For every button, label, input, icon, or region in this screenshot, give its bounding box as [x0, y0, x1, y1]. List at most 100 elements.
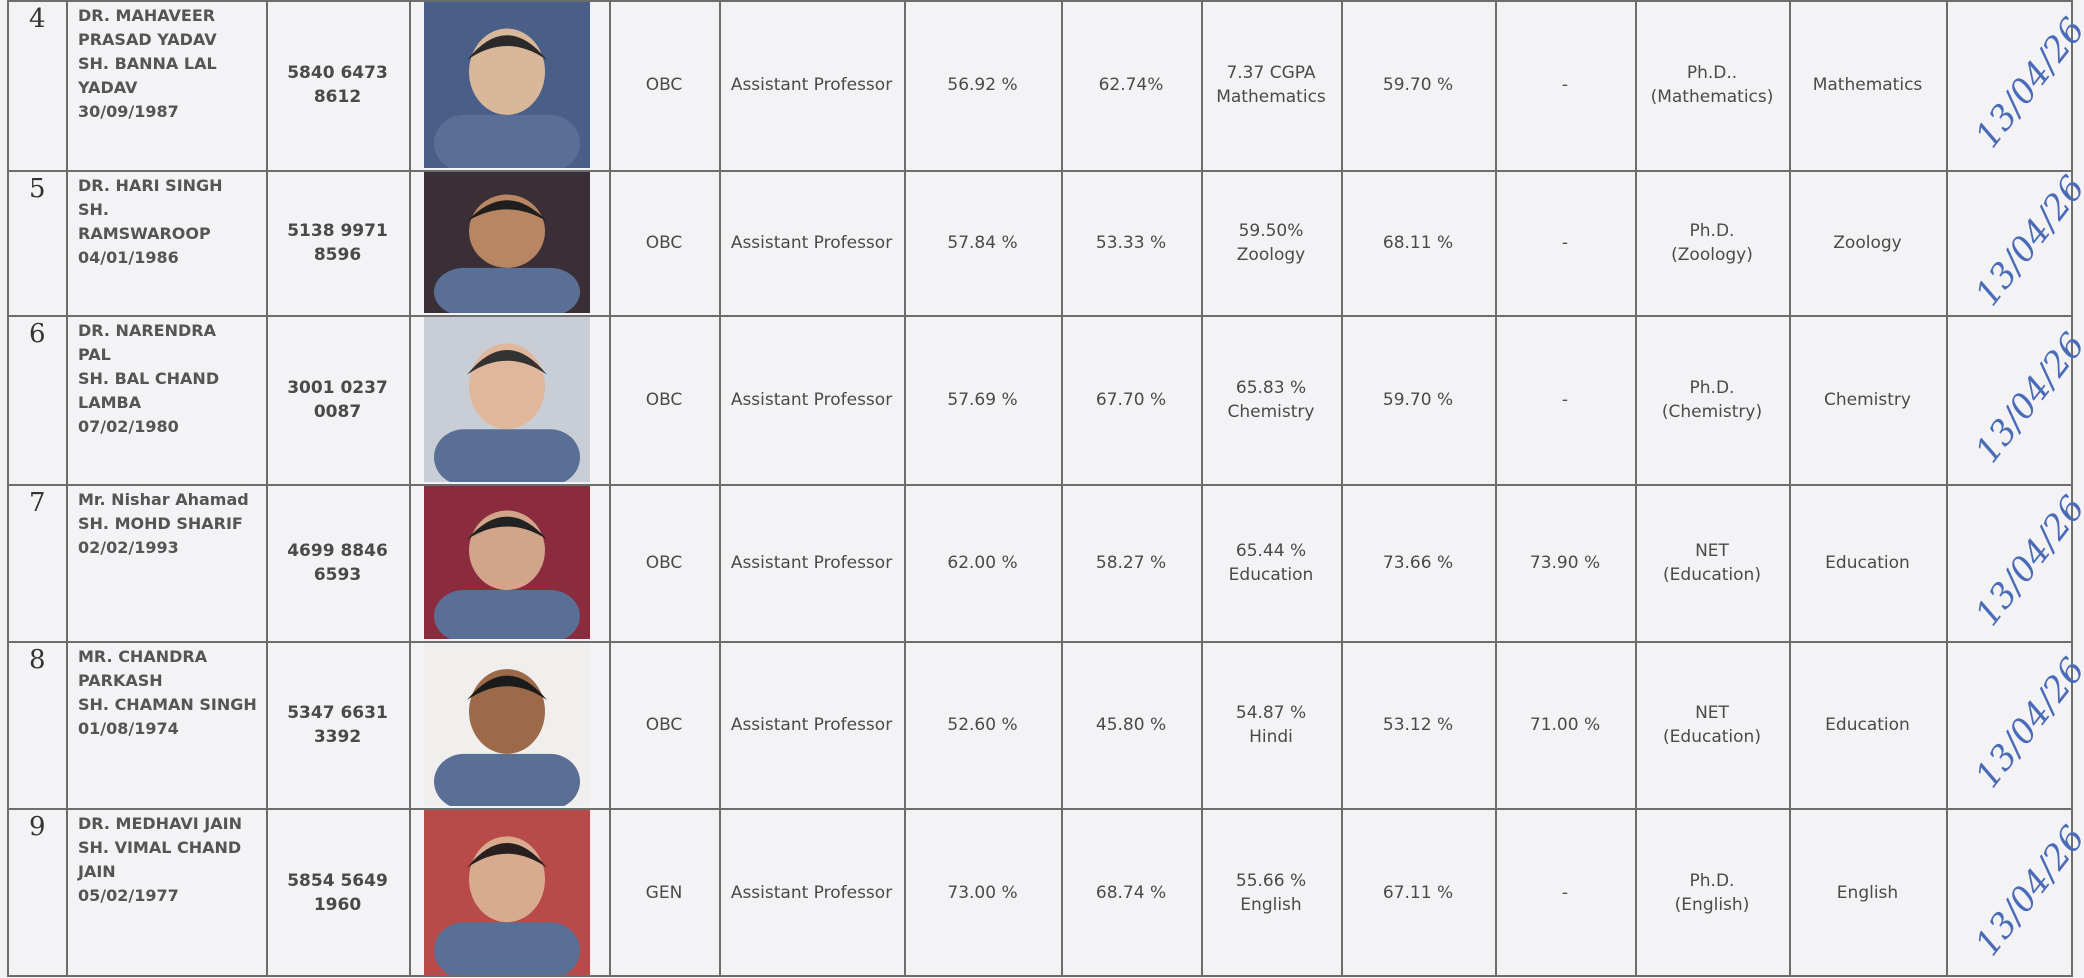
serial-number: 9	[29, 812, 46, 842]
subject: Mathematics	[1812, 75, 1923, 95]
column-line	[1495, 0, 1497, 977]
column-line	[904, 0, 906, 977]
subject: Zoology	[1833, 232, 1902, 253]
qualification: Ph.D. (Zoology)	[1635, 170, 1789, 315]
name-line: SH. BANNA LAL	[78, 54, 217, 73]
aadhaar-line: 6593	[313, 564, 362, 585]
percentage-line: Mathematics	[1216, 87, 1326, 107]
name-line: YADAV	[78, 78, 138, 97]
column-line	[1061, 0, 1063, 977]
percentage: 59.50% Zoology	[1201, 170, 1341, 315]
percentage: -	[1561, 389, 1569, 410]
column-line	[1635, 0, 1637, 977]
percentage: -	[1561, 232, 1569, 253]
column-line	[409, 0, 411, 977]
percentage-line: Zoology	[1236, 244, 1306, 265]
percentage-line: 65.44 %	[1235, 540, 1307, 561]
photo-image	[424, 317, 590, 486]
percentage: 62.74%	[1098, 75, 1164, 95]
handwritten-date: 13/04/26	[1967, 488, 2084, 633]
aadhaar-line: 1960	[313, 894, 362, 915]
aadhaar-line: 8612	[313, 87, 362, 107]
column-line	[1341, 0, 1343, 977]
percentage: 68.11 %	[1382, 232, 1454, 253]
row-line	[7, 641, 2071, 643]
serial-number: 7	[29, 488, 46, 518]
percentage: 55.66 % English	[1201, 808, 1341, 977]
qualification-line: NET	[1695, 702, 1729, 723]
applicant-name: Mr. Nishar Ahamad SH. MOHD SHARIF 02/02/19…	[78, 488, 249, 560]
percentage-line: 65.83 %	[1235, 377, 1307, 398]
percentage-line: 59.50%	[1238, 220, 1304, 241]
post: Assistant Professor	[730, 714, 893, 735]
category: OBC	[645, 552, 683, 573]
photo	[424, 172, 590, 316]
name-line: 04/01/1986	[78, 248, 179, 267]
category: OBC	[645, 232, 683, 253]
post: Assistant Professor	[730, 882, 893, 903]
qualification-line: Ph.D.	[1689, 870, 1735, 891]
category: OBC	[645, 75, 683, 95]
percentage: 68.74 %	[1095, 882, 1167, 903]
aadhaar: 5138 9971 8596	[266, 170, 409, 315]
photo-image	[424, 2, 590, 172]
column-line	[66, 0, 68, 977]
post: Assistant Professor	[730, 75, 893, 95]
name-line: LAMBA	[78, 393, 142, 412]
post: Assistant Professor	[730, 232, 893, 253]
percentage: 58.27 %	[1095, 552, 1167, 573]
qualification: Ph.D. (English)	[1635, 808, 1789, 977]
photo-image	[424, 172, 590, 316]
percentage: 7.37 CGPA Mathematics	[1201, 0, 1341, 170]
qualification-line: (Zoology)	[1671, 244, 1753, 265]
aadhaar: 3001 0237 0087	[266, 315, 409, 484]
row-line	[7, 170, 2071, 172]
percentage: 71.00 %	[1529, 714, 1601, 735]
percentage: 62.00 %	[947, 552, 1018, 573]
serial-number: 8	[29, 645, 46, 675]
name-line: 05/02/1977	[78, 886, 179, 905]
percentage: 57.69 %	[947, 389, 1018, 410]
aadhaar: 5347 6631 3392	[266, 641, 409, 808]
qualification-line: (Mathematics)	[1650, 87, 1774, 107]
percentage: 53.12 %	[1382, 714, 1454, 735]
column-line	[609, 0, 611, 977]
name-line: DR. NARENDRA	[78, 321, 216, 340]
aadhaar-line: 3392	[313, 726, 362, 747]
column-line	[1201, 0, 1203, 977]
percentage: 59.70 %	[1382, 389, 1454, 410]
name-line: Mr. Nishar Ahamad	[78, 490, 249, 509]
name-line: 01/08/1974	[78, 719, 179, 738]
row-line	[7, 315, 2071, 317]
percentage: 52.60 %	[947, 714, 1018, 735]
aadhaar-line: 4699 8846	[287, 540, 388, 561]
photo	[424, 810, 590, 978]
aadhaar-line: 5347 6631	[287, 702, 388, 723]
photo	[424, 2, 590, 172]
name-line: 07/02/1980	[78, 417, 179, 436]
name-line: SH. BAL CHAND	[78, 369, 220, 388]
percentage: 57.84 %	[947, 232, 1018, 253]
qualification-line: (English)	[1674, 894, 1750, 915]
column-line	[266, 0, 268, 977]
serial-number: 4	[29, 4, 46, 34]
photo	[424, 486, 590, 643]
name-line: DR. MAHAVEER	[78, 6, 216, 25]
applicant-name: DR. HARI SINGH SH. RAMSWAROOP 04/01/1986	[78, 174, 223, 270]
category: GEN	[645, 882, 683, 903]
percentage-line: 55.66 %	[1235, 870, 1307, 891]
handwritten-date: 13/04/26	[1967, 168, 2084, 313]
subject: Education	[1825, 552, 1910, 573]
aadhaar-line: 8596	[313, 244, 362, 265]
qualification: NET (Education)	[1635, 484, 1789, 641]
photo-image	[424, 810, 590, 978]
name-line: PRASAD YADAV	[78, 30, 217, 49]
applicant-name: DR. MAHAVEER PRASAD YADAV SH. BANNA LAL YAD…	[78, 4, 217, 124]
percentage-line: English	[1240, 894, 1302, 915]
percentage: 67.11 %	[1382, 882, 1454, 903]
percentage-line: 54.87 %	[1235, 702, 1307, 723]
percentage: 56.92 %	[947, 75, 1018, 95]
photo-image	[424, 643, 590, 810]
percentage: 67.70 %	[1095, 389, 1167, 410]
